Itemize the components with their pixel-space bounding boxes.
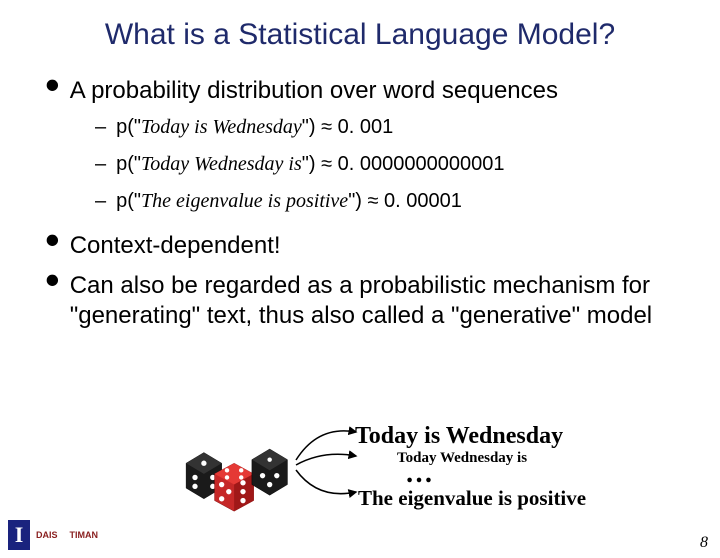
bullet-1: • A probability distribution over word s…: [45, 72, 690, 106]
dash: –: [95, 153, 106, 176]
footer-logos: I DAIS TIMAN: [8, 520, 98, 550]
dais-logo: DAIS: [36, 530, 58, 540]
sub2-it: Today Wednesday is: [141, 153, 302, 175]
illinois-logo: I: [8, 520, 30, 550]
sub1-it: Today is Wednesday: [141, 116, 302, 138]
bullet-dot: •: [45, 267, 60, 292]
dash: –: [95, 116, 106, 139]
dice-image: [170, 433, 300, 513]
sub1-pre: p(": [116, 116, 141, 138]
bullet-dot: •: [45, 227, 60, 252]
sub-item-3: – p("The eigenvalue is positive") ≈ 0. 0…: [95, 190, 690, 213]
sub-2-text: p("Today Wednesday is") ≈ 0. 00000000000…: [116, 153, 504, 176]
bullet-dot: •: [45, 72, 60, 97]
sub2-post: ") ≈ 0. 0000000000001: [302, 153, 505, 175]
bullet-3-text: Can also be regarded as a probabilistic …: [70, 267, 690, 331]
generated-text-1: Today is Wednesday: [355, 423, 563, 450]
page-number: 8: [700, 534, 708, 552]
sub1-post: ") ≈ 0. 001: [302, 116, 393, 138]
bullet-3: • Can also be regarded as a probabilisti…: [45, 267, 690, 331]
bullet-2-text: Context-dependent!: [70, 227, 281, 261]
sub-item-1: – p("Today is Wednesday") ≈ 0. 001: [95, 116, 690, 139]
dash: –: [95, 190, 106, 213]
sub3-post: ") ≈ 0. 00001: [348, 190, 462, 212]
sub-list: – p("Today is Wednesday") ≈ 0. 001 – p("…: [45, 116, 690, 213]
content-area: • A probability distribution over word s…: [0, 72, 720, 331]
sub-1-text: p("Today is Wednesday") ≈ 0. 001: [116, 116, 393, 139]
sub-item-2: – p("Today Wednesday is") ≈ 0. 000000000…: [95, 153, 690, 176]
dais-text: DAIS: [36, 530, 58, 540]
sub3-it: The eigenvalue is positive: [141, 190, 348, 212]
sub3-pre: p(": [116, 190, 141, 212]
generated-text-3: The eigenvalue is positive: [358, 486, 586, 511]
bullet-1-text: A probability distribution over word seq…: [70, 72, 558, 106]
timan-logo: TIMAN: [70, 530, 99, 540]
sub2-pre: p(": [116, 153, 141, 175]
slide-title: What is a Statistical Language Model?: [0, 18, 720, 52]
bullet-2: • Context-dependent!: [45, 227, 690, 261]
sub-3-text: p("The eigenvalue is positive") ≈ 0. 000…: [116, 190, 462, 213]
